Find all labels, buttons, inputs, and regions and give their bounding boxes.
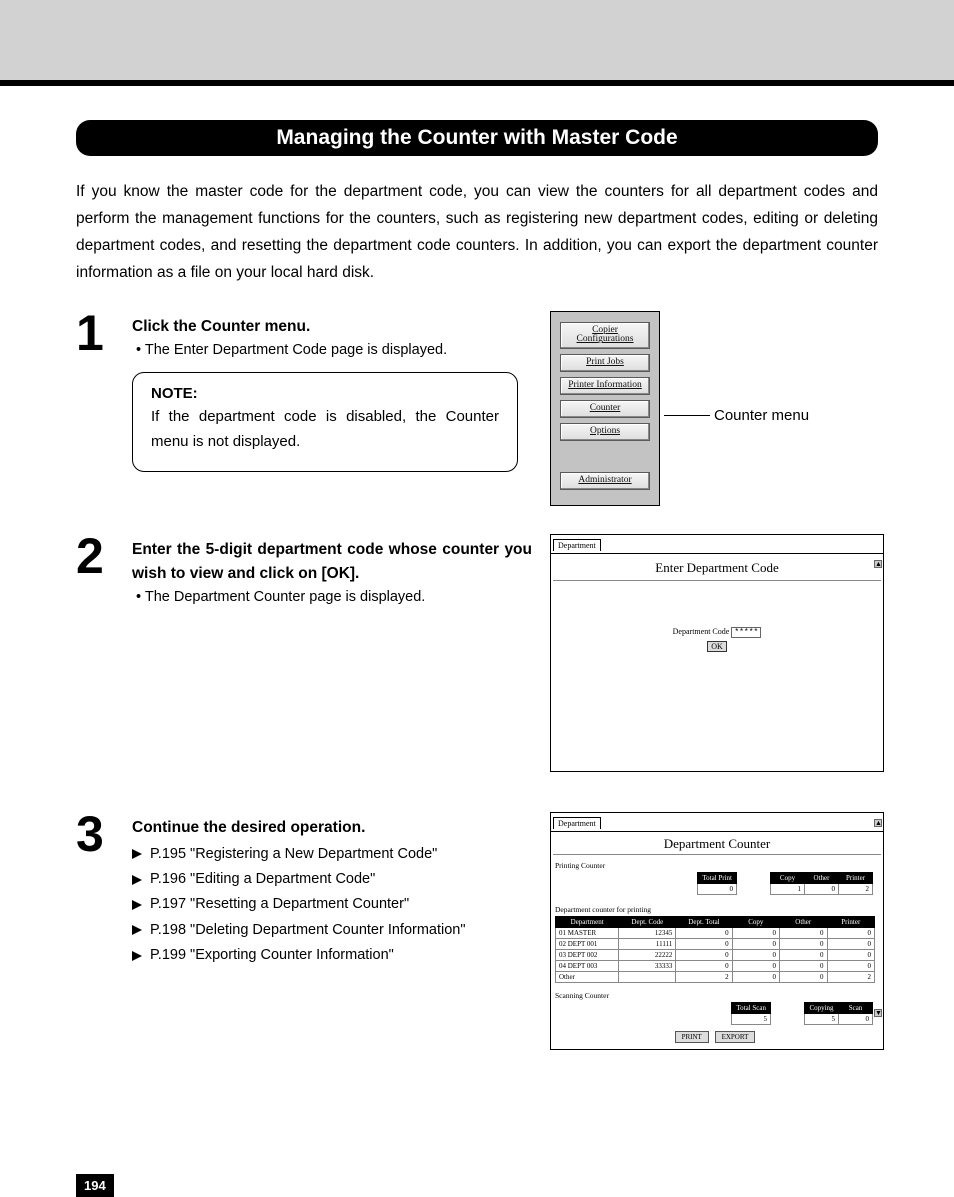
step-3: 3 Continue the desired operation. P.195 … <box>76 812 878 1050</box>
menu-copier-config[interactable]: Copier Configurations <box>560 322 650 350</box>
triangle-icon <box>132 951 142 961</box>
header-band <box>0 0 954 86</box>
triangle-icon <box>132 875 142 885</box>
menu-administrator[interactable]: Administrator <box>560 472 650 490</box>
step-2-title: Enter the 5-digit department code whose … <box>132 538 532 585</box>
note-text: If the department code is disabled, the … <box>151 404 499 455</box>
dept-code-input[interactable]: ***** <box>731 627 761 638</box>
step-1-number: 1 <box>76 311 122 356</box>
step-3-figure: Department ▲ ▼ Department Counter Printi… <box>550 812 884 1050</box>
step-2-figure: Department ▲ Enter Department Code Depar… <box>550 534 884 772</box>
menu-panel: Copier Configurations Print Jobs Printer… <box>550 311 660 507</box>
tab-department[interactable]: Department <box>553 539 601 551</box>
dept-counter-heading: Department Counter <box>551 832 883 854</box>
step-1-title: Click the Counter menu. <box>132 315 532 338</box>
scanning-counter-table: Total Scan Copying Scan 5 5 0 <box>731 1002 873 1025</box>
ok-button[interactable]: OK <box>707 641 727 652</box>
callout-counter-menu: Counter menu <box>714 407 809 424</box>
step-2-number: 2 <box>76 534 122 579</box>
ref-p199: P.199 "Exporting Counter Information" <box>132 943 532 968</box>
page-title: Managing the Counter with Master Code <box>76 120 878 156</box>
callout-line <box>664 415 710 416</box>
dept-counter-table: Department Dept. Code Dept. Total Copy O… <box>555 916 875 983</box>
ref-p197: P.197 "Resetting a Department Counter" <box>132 892 532 917</box>
step-3-body: Continue the desired operation. P.195 "R… <box>132 812 532 968</box>
scanning-counter-label: Scanning Counter <box>555 991 875 1000</box>
step-2-bullet: The Department Counter page is displayed… <box>132 589 532 605</box>
print-button[interactable]: PRINT <box>675 1031 709 1043</box>
tab-department[interactable]: Department <box>553 817 601 829</box>
reference-list: P.195 "Registering a New Department Code… <box>132 842 532 969</box>
enter-dept-code-screenshot: Department ▲ Enter Department Code Depar… <box>550 534 884 772</box>
triangle-icon <box>132 849 142 859</box>
ref-p195: P.195 "Registering a New Department Code… <box>132 842 532 867</box>
ref-p196: P.196 "Editing a Department Code" <box>132 867 532 892</box>
step-2-body: Enter the 5-digit department code whose … <box>132 534 532 605</box>
dept-counter-screenshot: Department ▲ ▼ Department Counter Printi… <box>550 812 884 1050</box>
step-1-bullet: The Enter Department Code page is displa… <box>132 342 532 358</box>
menu-print-jobs[interactable]: Print Jobs <box>560 354 650 372</box>
printing-counter-label: Printing Counter <box>555 861 875 870</box>
menu-printer-info[interactable]: Printer Information <box>560 377 650 395</box>
triangle-icon <box>132 900 142 910</box>
triangle-icon <box>132 925 142 935</box>
ref-p198: P.198 "Deleting Department Counter Infor… <box>132 918 532 943</box>
step-3-number: 3 <box>76 812 122 857</box>
enter-dept-code-heading: Enter Department Code <box>551 554 883 580</box>
scroll-down-icon[interactable]: ▼ <box>874 1009 882 1017</box>
step-1-body: Click the Counter menu. The Enter Depart… <box>132 311 532 472</box>
export-button[interactable]: EXPORT <box>715 1031 756 1043</box>
content-area: Managing the Counter with Master Code If… <box>0 120 954 1118</box>
step-1: 1 Click the Counter menu. The Enter Depa… <box>76 311 878 507</box>
intro-paragraph: If you know the master code for the depa… <box>76 178 878 287</box>
page-number: 194 <box>76 1174 114 1197</box>
page: Managing the Counter with Master Code If… <box>0 0 954 1197</box>
note-box: NOTE: If the department code is disabled… <box>132 372 518 472</box>
dept-counter-printing-label: Department counter for printing <box>555 905 875 914</box>
menu-counter[interactable]: Counter <box>560 400 650 418</box>
step-1-figure: Copier Configurations Print Jobs Printer… <box>550 311 809 507</box>
step-3-title: Continue the desired operation. <box>132 816 532 839</box>
scroll-up-icon[interactable]: ▲ <box>874 819 882 827</box>
menu-options[interactable]: Options <box>560 423 650 441</box>
scroll-up-icon[interactable]: ▲ <box>874 560 882 568</box>
printing-counter-table: Total Print Copy Other Printer 0 1 0 <box>697 872 873 895</box>
step-2: 2 Enter the 5-digit department code whos… <box>76 534 878 772</box>
dept-code-label: Department Code <box>673 627 730 636</box>
note-label: NOTE: <box>151 385 499 402</box>
